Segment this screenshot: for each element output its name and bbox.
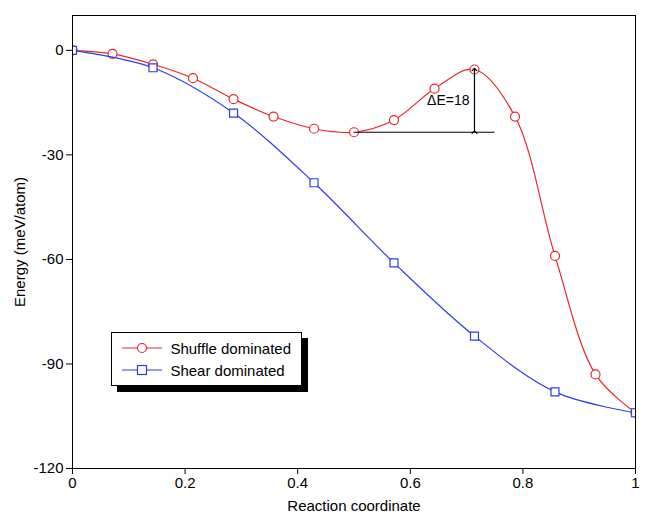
svg-text:ΔE=18: ΔE=18 (427, 92, 470, 108)
svg-text:0.6: 0.6 (400, 474, 421, 491)
svg-text:-60: -60 (42, 250, 64, 267)
html-text:Shear dominated: Shear dominated (170, 361, 285, 379)
svg-text:Energy (meV/atom): Energy (meV/atom) (11, 177, 28, 307)
svg-text:0: 0 (68, 474, 76, 491)
svg-text:-30: -30 (42, 146, 64, 163)
svg-text:-90: -90 (42, 355, 64, 372)
svg-text:Reaction coordinate: Reaction coordinate (287, 497, 420, 514)
svg-text:0.8: 0.8 (512, 474, 533, 491)
html-text:Shuffle dominated: Shuffle dominated (170, 339, 292, 357)
svg-text:-120: -120 (33, 459, 63, 476)
svg-text:1: 1 (631, 474, 639, 491)
svg-text:0: 0 (55, 41, 63, 58)
svg-text:0.2: 0.2 (175, 474, 196, 491)
svg-text:0.4: 0.4 (287, 474, 308, 491)
